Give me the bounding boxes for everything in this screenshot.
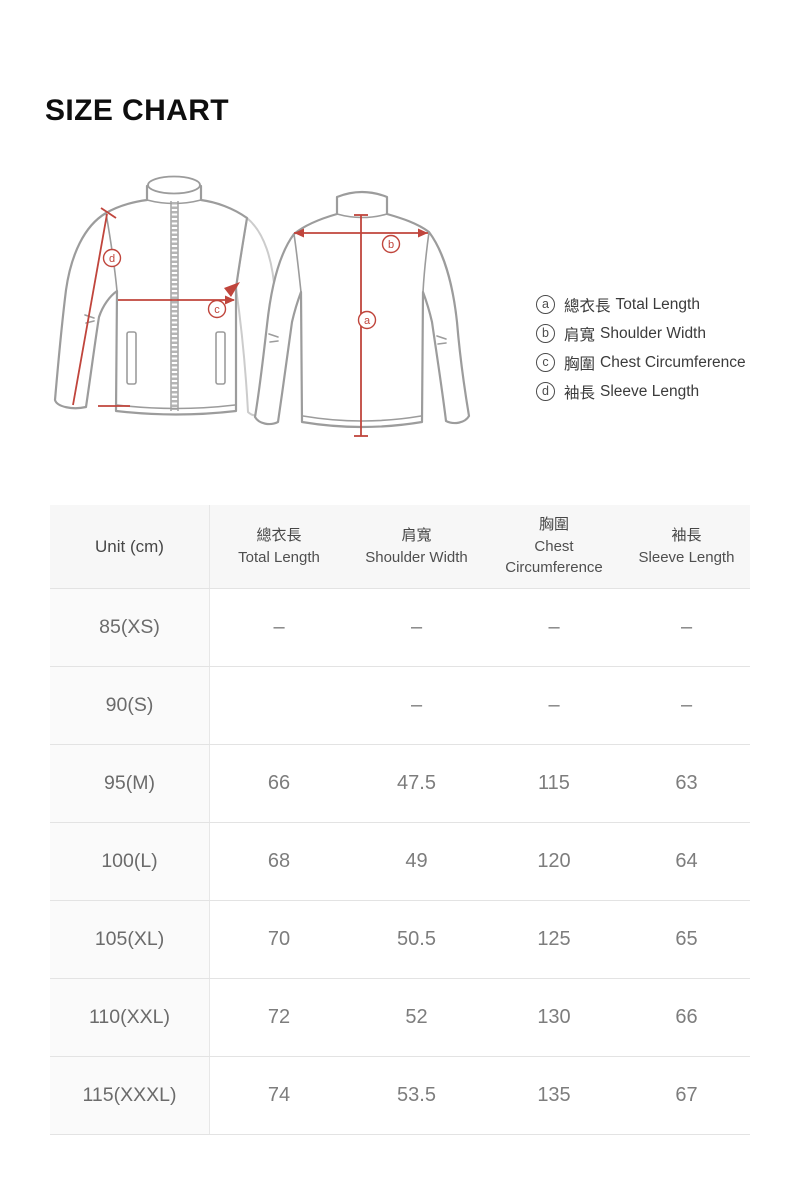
zipper: [170, 201, 179, 411]
value-cell: 70: [267, 928, 291, 950]
value-cell: 66: [267, 772, 291, 794]
column-header-total-length: 總衣長 Total Length: [210, 505, 348, 588]
value-cell: 52: [405, 1006, 428, 1028]
value-cell: –: [548, 694, 560, 716]
value-cell: 65: [675, 928, 698, 950]
table-row: 95(M) 66 47.5 115 63: [50, 744, 750, 822]
size-cell: 105(XL): [50, 901, 210, 978]
table-row: 105(XL) 70 50.5 125 65: [50, 900, 750, 978]
measure-labels: a b c d: [102, 234, 401, 330]
label-a-icon: a: [364, 315, 371, 327]
size-cell: 85(XS): [50, 589, 210, 666]
column-zh-label: 總衣長: [256, 526, 302, 544]
column-zh-label: 袖長: [671, 526, 702, 544]
legend-zh-label: 肩寬: [564, 326, 596, 344]
legend-item-sleeve-length: d 袖長 Sleeve Length: [536, 381, 746, 402]
value-cell: –: [548, 616, 560, 638]
legend-item-shoulder-width: b 肩寬 Shoulder Width: [536, 323, 746, 344]
table-row: 85(XS) – – – –: [50, 588, 750, 666]
size-cell: 110(XXL): [50, 979, 210, 1056]
value-cell: 125: [537, 928, 571, 950]
column-en-label: Total Length: [238, 548, 320, 566]
legend-key-a-icon: a: [536, 295, 555, 314]
measure-line-d: [72, 213, 108, 406]
column-en-label: Sleeve Length: [638, 548, 735, 566]
table-row: 110(XXL) 72 52 130 66: [50, 978, 750, 1056]
label-b-icon: b: [388, 239, 394, 251]
value-cell: 66: [675, 1006, 698, 1028]
measurement-legend: a 總衣長 Total Length b 肩寬 Shoulder Width c…: [536, 294, 746, 410]
value-cell: 64: [675, 850, 698, 872]
value-cell: 68: [267, 850, 291, 872]
jacket-back-outline: [253, 190, 471, 429]
legend-key-c-icon: c: [536, 353, 555, 372]
column-en-label: Shoulder Width: [365, 548, 468, 566]
value-cell: –: [680, 616, 693, 638]
column-header-chest-circumference: 胸圍 Chest Circumference: [485, 505, 623, 588]
value-cell: –: [273, 616, 285, 638]
legend-en-label: Sleeve Length: [600, 382, 700, 400]
column-header-shoulder-width: 肩寬 Shoulder Width: [348, 505, 485, 588]
pocket-left: [126, 331, 137, 385]
value-cell: 135: [537, 1084, 571, 1106]
table-row: 115(XXXL) 74 53.5 135 67: [50, 1056, 750, 1134]
legend-item-chest-circumference: c 胸圍 Chest Circumference: [536, 352, 746, 373]
legend-en-label: Shoulder Width: [600, 324, 706, 342]
value-cell: 72: [267, 1006, 291, 1028]
legend-zh-label: 總衣長: [564, 297, 611, 315]
value-cell: 67: [675, 1084, 698, 1106]
value-cell: 120: [537, 850, 571, 872]
value-cell: 49: [405, 850, 428, 872]
column-zh-label: 胸圍: [538, 515, 569, 533]
measurement-diagram: a b c d: [40, 160, 540, 470]
size-chart-table: Unit (cm) 總衣長 Total Length 肩寬 Shoulder W…: [50, 505, 750, 1135]
value-cell: –: [410, 616, 423, 638]
legend-en-label: Total Length: [615, 295, 700, 313]
value-cell: 115: [538, 772, 570, 794]
legend-zh-label: 胸圍: [564, 355, 596, 373]
table-row: 90(S) – – –: [50, 666, 750, 744]
value-cell: 63: [675, 772, 698, 794]
legend-en-label: Chest Circumference: [600, 353, 746, 371]
label-d-icon: d: [109, 253, 115, 265]
size-cell: 90(S): [50, 667, 210, 744]
size-cell: 95(M): [50, 745, 210, 822]
value-cell: –: [410, 694, 423, 716]
column-zh-label: 肩寬: [401, 526, 432, 544]
value-cell: [210, 667, 348, 744]
value-cell: 47.5: [397, 772, 436, 794]
value-cell: 130: [537, 1006, 571, 1028]
legend-key-b-icon: b: [536, 324, 555, 343]
legend-item-total-length: a 總衣長 Total Length: [536, 294, 746, 315]
column-en-label: Chest Circumference: [505, 537, 603, 577]
size-cell: 115(XXXL): [50, 1057, 210, 1134]
column-header-sleeve-length: 袖長 Sleeve Length: [623, 505, 750, 588]
value-cell: 53.5: [397, 1084, 436, 1106]
table-row: 100(L) 68 49 120 64: [50, 822, 750, 900]
value-cell: 74: [267, 1084, 291, 1106]
value-cell: 50.5: [397, 928, 436, 950]
jacket-diagram-svg: a b c d: [53, 175, 471, 437]
table-header-row: Unit (cm) 總衣長 Total Length 肩寬 Shoulder W…: [50, 505, 750, 588]
legend-zh-label: 袖長: [564, 384, 596, 402]
page-title: SIZE CHART: [45, 94, 229, 127]
size-cell: 100(L): [50, 823, 210, 900]
value-cell: –: [680, 694, 693, 716]
label-c-icon: c: [214, 304, 220, 316]
legend-key-d-icon: d: [536, 382, 555, 401]
unit-header-cell: Unit (cm): [50, 505, 210, 588]
pocket-right: [215, 331, 226, 385]
